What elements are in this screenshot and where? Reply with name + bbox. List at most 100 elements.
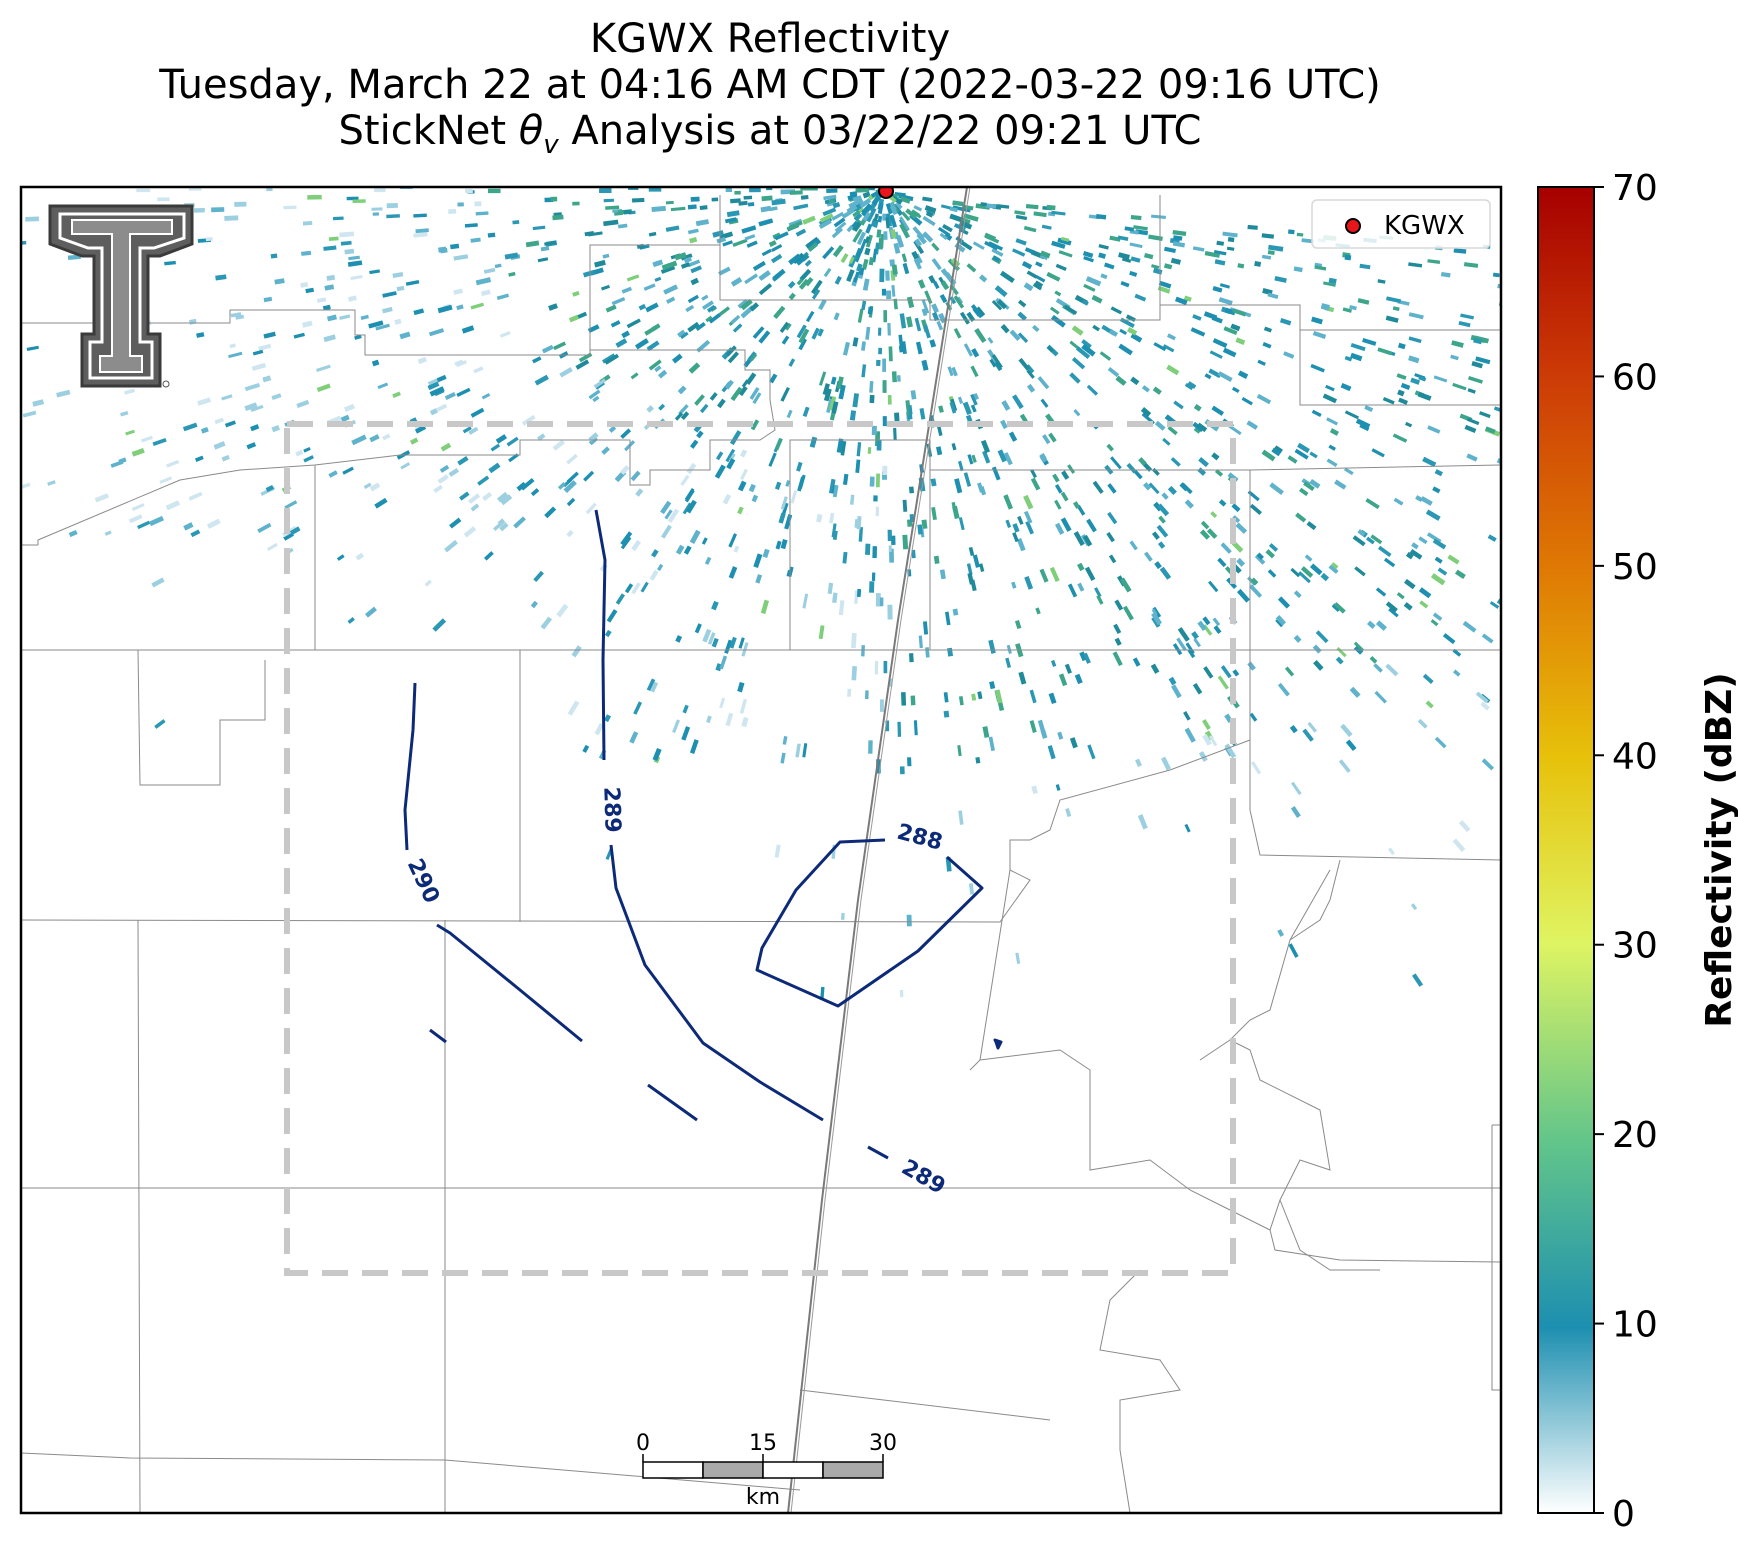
echo-gate <box>891 264 898 275</box>
echo-gate <box>1222 231 1238 238</box>
echo-gate <box>975 306 986 317</box>
echo-gate <box>856 588 862 597</box>
echo-gate <box>899 196 911 204</box>
echo-gate <box>1081 339 1092 349</box>
echo-gate <box>164 260 176 266</box>
echo-gate <box>332 216 344 221</box>
echo-gate <box>1312 331 1327 339</box>
echo-gate <box>251 362 267 371</box>
echo-gate <box>271 393 282 400</box>
echo-gate <box>1120 280 1130 288</box>
echo-gate <box>1386 296 1402 304</box>
echo-gate <box>1129 540 1138 551</box>
echo-gate <box>861 645 865 657</box>
echo-gate <box>224 420 236 428</box>
echo-gate <box>603 198 615 203</box>
echo-gate <box>709 392 718 401</box>
echo-gate <box>1271 447 1282 457</box>
echo-gate <box>788 220 803 230</box>
echo-gate <box>1430 573 1446 586</box>
echo-gate <box>440 247 448 254</box>
echo-gate <box>615 593 625 605</box>
echo-gate <box>1265 549 1275 559</box>
echo-gate <box>1049 306 1060 315</box>
echo-gate <box>76 175 84 180</box>
echo-gate <box>623 209 632 215</box>
echo-gate <box>858 526 864 542</box>
echo-gate <box>1017 332 1029 344</box>
echo-gate <box>748 483 756 493</box>
echo-gate <box>1214 469 1224 477</box>
reflectivity-echoes <box>21 175 1501 999</box>
echo-gate <box>654 178 662 183</box>
echo-gate <box>1432 486 1441 494</box>
echo-gate <box>922 621 929 635</box>
echo-gate <box>1184 727 1196 743</box>
echo-gate <box>1051 210 1066 216</box>
echo-gate <box>921 298 930 314</box>
echo-gate <box>1150 663 1160 674</box>
echo-gate <box>1315 630 1329 644</box>
echo-gate <box>1293 634 1302 643</box>
echo-gate <box>919 408 926 420</box>
echo-gate <box>654 276 662 282</box>
echo-gate <box>1184 382 1194 391</box>
echo-gate <box>773 305 786 320</box>
echo-gate <box>354 334 362 340</box>
echo-gate <box>1130 256 1141 263</box>
echo-gate <box>152 437 167 447</box>
echo-gate <box>1375 620 1387 631</box>
echo-gate <box>853 271 860 283</box>
echo-gate <box>374 497 388 509</box>
echo-gate <box>1343 467 1354 476</box>
echo-gate <box>26 345 39 351</box>
echo-gate <box>599 188 612 194</box>
echo-gate <box>604 629 612 638</box>
echo-gate <box>1181 482 1193 495</box>
echo-gate <box>1031 785 1038 795</box>
echo-gate <box>1021 261 1033 270</box>
echo-gate <box>1083 652 1091 664</box>
echo-gate <box>1451 340 1464 348</box>
echo-gate <box>728 533 738 548</box>
echo-gate <box>1422 673 1434 684</box>
echo-gate <box>620 536 632 550</box>
echo-gate <box>200 427 209 434</box>
echo-gate <box>1277 596 1291 609</box>
echo-gate <box>832 530 838 540</box>
echo-gate <box>769 206 778 212</box>
echo-gate <box>1434 556 1443 564</box>
contour-289-middle <box>609 844 824 1122</box>
echo-gate <box>758 218 774 227</box>
echo-gate <box>774 844 781 858</box>
echo-gate <box>213 441 226 450</box>
echo-gate <box>977 482 984 493</box>
contour-label-289-upper: 289 <box>598 786 625 833</box>
echo-gate <box>1035 275 1046 283</box>
echo-gate <box>1309 563 1323 576</box>
echo-gate <box>1254 260 1262 267</box>
echo-gate <box>867 447 872 454</box>
echo-gate <box>991 354 1003 369</box>
echo-gate <box>1067 583 1078 598</box>
echo-gate <box>930 478 937 487</box>
echo-gate <box>1417 391 1432 401</box>
echo-gate <box>1267 250 1275 255</box>
echo-gate <box>885 217 890 229</box>
echo-gate <box>1289 724 1298 734</box>
echo-gate <box>687 259 701 268</box>
echo-gate <box>1365 536 1375 545</box>
echo-gate <box>1474 335 1489 344</box>
echo-gate <box>722 493 732 505</box>
echo-gate <box>1411 542 1419 550</box>
echo-gate <box>680 253 693 261</box>
echo-gate <box>701 300 714 310</box>
echo-gate <box>1167 333 1176 341</box>
echo-gate <box>300 282 309 288</box>
echo-gate <box>1473 338 1483 345</box>
echo-gate <box>1235 522 1248 534</box>
echo-gate <box>1313 660 1324 671</box>
echo-gate <box>887 323 891 336</box>
echo-gate <box>1437 567 1448 576</box>
echo-gate <box>532 356 542 364</box>
